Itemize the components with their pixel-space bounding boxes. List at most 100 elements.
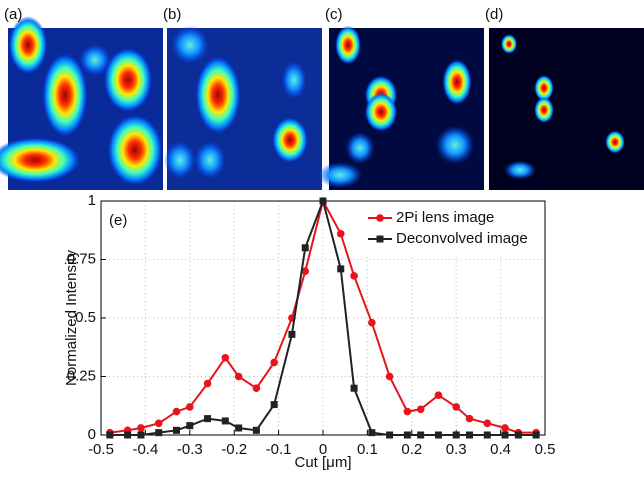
legend-marker — [376, 235, 384, 243]
point — [385, 372, 394, 381]
point — [417, 431, 425, 439]
point — [221, 353, 230, 362]
point — [403, 431, 411, 439]
y-tick-label: 0.5 — [75, 309, 96, 326]
point — [124, 431, 132, 439]
point — [288, 330, 296, 338]
chart: 0 0.25 0.5 0.75 1 -0.5 -0.4 -0.3 -0.2 -0.1 0 0.1 0.2… — [63, 192, 555, 471]
point — [172, 407, 181, 416]
blob — [0, 137, 80, 183]
blob — [504, 160, 536, 180]
x-tick-label: -0.2 — [221, 441, 247, 458]
legend-marker — [376, 214, 384, 222]
point — [301, 267, 310, 276]
blob — [345, 132, 375, 164]
point — [403, 407, 412, 416]
blob — [281, 60, 307, 100]
point — [386, 431, 394, 439]
blob — [164, 140, 196, 180]
x-tick-label: 0.4 — [490, 441, 511, 458]
x-axis-label: Cut [μm] — [295, 454, 352, 471]
point — [368, 318, 376, 327]
blob — [534, 97, 554, 123]
point — [301, 244, 309, 252]
point — [350, 272, 358, 280]
blob — [501, 34, 517, 54]
point — [137, 424, 145, 432]
point — [514, 431, 522, 439]
point — [186, 403, 194, 411]
point — [106, 431, 114, 439]
blob — [317, 162, 363, 188]
point — [319, 197, 327, 205]
x-tick-label: -0.4 — [132, 441, 158, 458]
point — [501, 431, 509, 439]
x-tick-label: 0.2 — [401, 441, 422, 458]
image-panels: (a) (b) (c) (d) — [0, 6, 644, 190]
point — [466, 431, 474, 439]
x-tick-label: -0.5 — [88, 441, 114, 458]
x-tick-label: -0.1 — [266, 441, 292, 458]
blob — [195, 56, 241, 134]
point — [172, 426, 180, 434]
point — [350, 384, 358, 392]
blob — [442, 59, 472, 105]
y-axis-label: Normalized Intensity — [63, 250, 80, 386]
blob — [104, 48, 152, 112]
y-tick-label: 0.25 — [67, 367, 96, 384]
x-tick-label: 0 — [319, 441, 327, 458]
point — [270, 401, 278, 409]
point — [252, 426, 260, 434]
point — [155, 429, 163, 437]
panel-label: (d) — [485, 6, 503, 23]
point — [336, 229, 345, 238]
x-tick-label: 0.1 — [357, 441, 378, 458]
y-tick-label: 0.75 — [67, 250, 96, 267]
point — [154, 419, 163, 428]
x-tick-label: 0.3 — [446, 441, 467, 458]
point — [221, 417, 229, 425]
point — [204, 415, 212, 423]
annotation: (e) — [109, 212, 127, 229]
x-tick-label: -0.3 — [177, 441, 203, 458]
point — [452, 403, 461, 411]
blob — [170, 25, 210, 65]
point — [434, 391, 443, 400]
y-tick-label: 0 — [88, 426, 96, 443]
point — [434, 431, 442, 439]
y-tick-label: 1 — [88, 192, 96, 209]
panel-label: (a) — [4, 6, 22, 23]
point — [186, 422, 194, 430]
point — [203, 379, 212, 388]
blob — [335, 25, 361, 65]
point — [483, 419, 492, 428]
point — [337, 265, 345, 273]
point — [368, 429, 376, 437]
blob — [435, 125, 475, 165]
point — [452, 431, 460, 439]
legend-box — [362, 202, 544, 257]
point — [416, 405, 425, 414]
blob — [605, 130, 625, 154]
x-tick-label: 0.5 — [535, 441, 556, 458]
point — [234, 372, 243, 381]
point — [483, 431, 491, 439]
point — [137, 431, 145, 439]
blob — [365, 92, 397, 132]
blob — [194, 140, 226, 180]
panel-label: (b) — [163, 6, 181, 23]
blob — [107, 114, 163, 186]
point — [532, 431, 540, 439]
blob — [79, 44, 111, 76]
blob — [534, 75, 554, 101]
blob — [272, 117, 308, 163]
point — [252, 384, 261, 393]
blob — [42, 53, 88, 137]
point — [235, 424, 243, 432]
point — [270, 358, 278, 367]
blob — [8, 16, 48, 74]
legend-label: Deconvolved image — [396, 230, 528, 247]
point — [501, 424, 509, 432]
point — [465, 414, 474, 423]
